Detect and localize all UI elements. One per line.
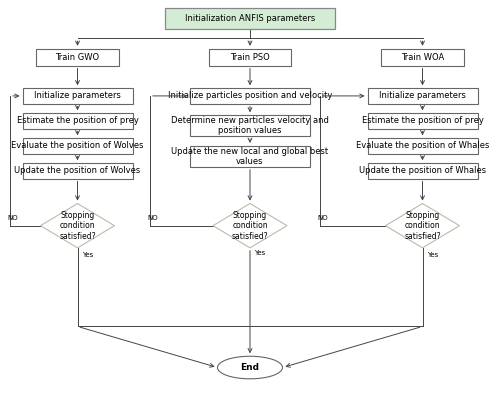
Text: Yes: Yes xyxy=(82,252,94,258)
FancyBboxPatch shape xyxy=(382,49,464,66)
Polygon shape xyxy=(213,204,287,248)
Text: Determine new particles velocity and
position values: Determine new particles velocity and pos… xyxy=(171,116,329,135)
FancyBboxPatch shape xyxy=(368,113,478,129)
Text: Train GWO: Train GWO xyxy=(56,53,100,62)
FancyBboxPatch shape xyxy=(190,88,310,104)
Text: Evaluate the position of Whales: Evaluate the position of Whales xyxy=(356,141,489,150)
FancyBboxPatch shape xyxy=(22,163,132,179)
Text: Train WOA: Train WOA xyxy=(401,53,444,62)
Text: Train PSO: Train PSO xyxy=(230,53,270,62)
Ellipse shape xyxy=(218,356,282,379)
Text: Initialize parameters: Initialize parameters xyxy=(34,91,121,100)
FancyBboxPatch shape xyxy=(368,88,478,104)
Text: Stopping
condition
satisfied?: Stopping condition satisfied? xyxy=(59,211,96,241)
FancyBboxPatch shape xyxy=(368,138,478,154)
Text: NO: NO xyxy=(148,215,158,221)
FancyBboxPatch shape xyxy=(22,138,132,154)
Polygon shape xyxy=(40,204,115,248)
Text: Stopping
condition
satisfied?: Stopping condition satisfied? xyxy=(232,211,268,241)
Text: Yes: Yes xyxy=(428,252,439,258)
Text: Stopping
condition
satisfied?: Stopping condition satisfied? xyxy=(404,211,441,241)
FancyBboxPatch shape xyxy=(190,115,310,136)
Text: Update the new local and global best
values: Update the new local and global best val… xyxy=(172,147,328,166)
Text: Update the position of Whales: Update the position of Whales xyxy=(359,166,486,175)
Text: Initialize parameters: Initialize parameters xyxy=(379,91,466,100)
Text: Evaluate the position of Wolves: Evaluate the position of Wolves xyxy=(11,141,144,150)
Text: NO: NO xyxy=(318,215,328,221)
Text: Yes: Yes xyxy=(254,250,265,256)
Text: End: End xyxy=(240,363,260,372)
FancyBboxPatch shape xyxy=(22,88,132,104)
Text: Initialization ANFIS parameters: Initialization ANFIS parameters xyxy=(185,14,315,23)
Text: NO: NO xyxy=(8,215,18,221)
FancyBboxPatch shape xyxy=(209,49,291,66)
FancyBboxPatch shape xyxy=(22,113,132,129)
Text: Estimate the position of prey: Estimate the position of prey xyxy=(16,116,138,125)
Text: Update the position of Wolves: Update the position of Wolves xyxy=(14,166,140,175)
Polygon shape xyxy=(386,204,460,248)
FancyBboxPatch shape xyxy=(368,163,478,179)
FancyBboxPatch shape xyxy=(190,146,310,167)
Text: Initialize particles position and velocity: Initialize particles position and veloci… xyxy=(168,91,332,100)
FancyBboxPatch shape xyxy=(36,49,119,66)
Text: Estimate the position of prey: Estimate the position of prey xyxy=(362,116,484,125)
FancyBboxPatch shape xyxy=(165,8,335,29)
